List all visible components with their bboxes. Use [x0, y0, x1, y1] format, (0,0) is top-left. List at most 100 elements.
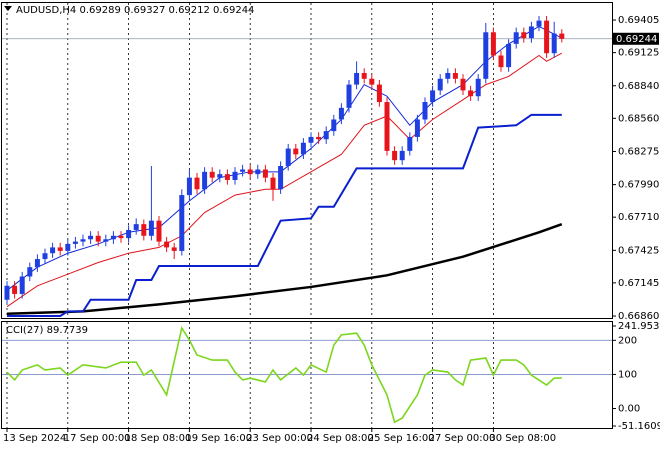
indicator-line — [6, 25, 563, 291]
indicator-line — [6, 52, 563, 308]
candle-body — [224, 174, 230, 180]
candle-body — [88, 235, 94, 240]
candle-body — [50, 247, 56, 254]
candle-body — [437, 78, 443, 91]
candle-body — [308, 136, 314, 143]
candle-body — [110, 235, 116, 240]
x-tick-label: 30 Sep 08:00 — [489, 433, 556, 444]
candle-body — [270, 177, 276, 190]
candle-body — [42, 253, 48, 260]
x-tick-label: 17 Sep 00:00 — [64, 433, 131, 444]
indicator-line — [6, 222, 563, 315]
candle-body — [126, 229, 132, 239]
candle-body — [430, 90, 436, 103]
candle-body — [262, 169, 268, 178]
x-tick-label: 19 Sep 16:00 — [185, 433, 252, 444]
candle-body — [521, 32, 527, 39]
candle-body — [247, 169, 253, 175]
candle-body — [179, 195, 185, 251]
candle-body — [164, 241, 170, 248]
x-tick-label: 27 Sep 00:00 — [429, 433, 496, 444]
candle-body — [202, 171, 208, 190]
candle-body — [285, 148, 291, 167]
candle-body — [148, 220, 154, 236]
candle-body — [255, 169, 261, 175]
price-tag — [613, 32, 659, 45]
candle-body — [475, 78, 481, 97]
price-tag-label: 0.69244 — [616, 34, 657, 45]
y-tick-label: 0.69125 — [618, 48, 659, 59]
candle-body — [460, 78, 466, 91]
chart-title: AUDUSD,H4 0.69289 0.69327 0.69212 0.6924… — [16, 5, 254, 16]
candle-body — [300, 142, 306, 155]
candle-body — [209, 171, 215, 178]
y-tick-label: 241.9535 — [618, 321, 660, 332]
candle-body — [323, 131, 329, 140]
y-tick-label: 0.67990 — [618, 180, 659, 191]
y-tick-label: 200 — [618, 335, 637, 346]
candle-body — [95, 235, 101, 242]
candle-body — [27, 267, 33, 277]
candle-body — [118, 235, 124, 239]
candle-body — [414, 119, 420, 137]
candle-body — [369, 78, 375, 85]
candle-body — [194, 177, 200, 190]
candle-body — [156, 220, 162, 242]
y-tick-label: 0.68560 — [618, 113, 659, 124]
candle-body — [65, 243, 71, 251]
candle-body — [293, 148, 299, 155]
candle-body — [544, 20, 550, 54]
candle-body — [399, 150, 405, 161]
candle-body — [186, 177, 192, 196]
candle-body — [536, 20, 542, 27]
x-tick-label: 23 Sep 00:00 — [246, 433, 313, 444]
x-tick-label: 24 Sep 08:00 — [307, 433, 374, 444]
candle-body — [468, 90, 474, 97]
candle-body — [513, 32, 519, 44]
candle-body — [141, 224, 147, 236]
indicator-title: CCI(27) 89.7739 — [6, 325, 88, 336]
candle-body — [483, 32, 489, 79]
y-tick-label: 0.66860 — [618, 311, 659, 322]
candle-body — [490, 32, 496, 56]
candle-body — [19, 276, 25, 294]
candle-body — [34, 259, 40, 268]
candle-body — [316, 136, 322, 140]
y-tick-label: 100 — [618, 369, 637, 380]
candle-body — [376, 84, 382, 103]
candle-body — [133, 224, 139, 230]
candle-body — [331, 119, 337, 132]
menu-arrow[interactable] — [4, 6, 12, 11]
y-tick-label: 0.00 — [618, 404, 640, 415]
candle-body — [361, 72, 367, 79]
candle-body — [551, 33, 557, 54]
candle-body — [80, 239, 86, 242]
candle-body — [407, 136, 413, 151]
candle-body — [171, 247, 177, 251]
x-tick-label: 13 Sep 2024 — [3, 433, 66, 444]
x-tick-label: 18 Sep 08:00 — [125, 433, 192, 444]
x-tick-label: 25 Sep 16:00 — [368, 433, 435, 444]
main-panel-frame — [1, 2, 613, 319]
candle-body — [452, 72, 458, 79]
y-tick-label: 0.68840 — [618, 81, 659, 92]
y-tick-label: 0.67710 — [618, 212, 659, 223]
indicator-line — [7, 113, 562, 318]
candle-body — [528, 26, 534, 39]
candle-body — [354, 72, 360, 85]
candle-body — [384, 102, 390, 151]
cci-line — [6, 325, 562, 424]
candle-body — [445, 72, 451, 79]
y-tick-label: 0.68275 — [618, 146, 659, 157]
candle-body — [217, 174, 223, 178]
candle-body — [422, 102, 428, 120]
candle-body — [278, 166, 284, 190]
y-tick-label: -51.1609 — [618, 421, 660, 432]
candle-body — [4, 285, 10, 300]
candle-body — [392, 150, 398, 161]
candle-body — [498, 55, 504, 68]
candle-body — [346, 84, 352, 108]
candle-body — [72, 241, 78, 244]
candle-body — [338, 107, 344, 120]
